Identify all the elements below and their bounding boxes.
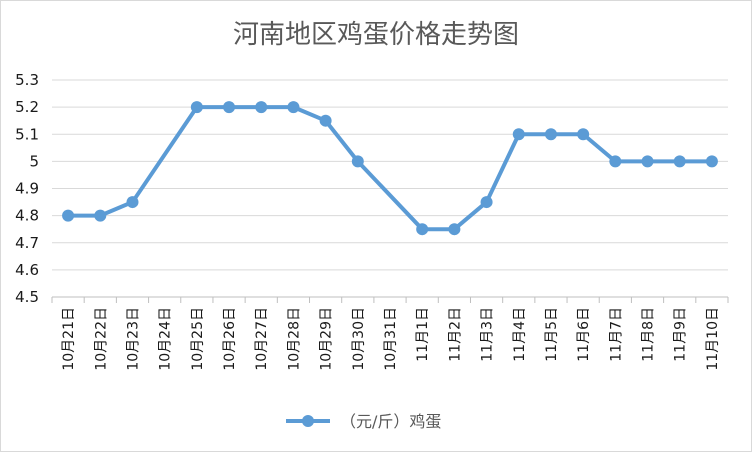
data-point [351, 155, 364, 168]
y-tick-label: 4.9 [15, 180, 39, 198]
data-point [223, 101, 236, 114]
y-tick-label: 4.8 [15, 207, 39, 225]
data-point [480, 196, 493, 209]
x-tick-label: 11月9日 [673, 307, 689, 362]
x-tick-label: 10月22日 [93, 307, 109, 371]
x-tick-label: 11月4日 [512, 307, 528, 362]
data-point [705, 155, 718, 168]
data-point [544, 128, 557, 141]
x-tick-label: 11月3日 [480, 307, 496, 362]
data-point [416, 223, 429, 236]
x-tick-label: 11月7日 [608, 307, 624, 362]
x-tick-label: 11月10日 [705, 307, 721, 371]
x-tick-label: 10月27日 [254, 307, 270, 371]
x-tick-label: 10月28日 [286, 307, 302, 371]
data-point [287, 101, 300, 114]
x-tick-label: 10月25日 [190, 307, 206, 371]
x-tick-label: 10月29日 [319, 307, 335, 371]
x-tick-label: 11月1日 [415, 307, 431, 362]
data-point [577, 128, 590, 141]
y-tick-label: 5.3 [15, 71, 39, 89]
data-point [255, 101, 268, 114]
data-point [512, 128, 525, 141]
y-tick-label: 4.5 [15, 288, 39, 306]
x-axis-tick-labels: 10月21日 10月22日 10月23日 10月24日 10月25日 10月26日 10月2… [61, 307, 721, 371]
y-tick-label: 5.1 [15, 125, 39, 143]
x-tick-label: 10月24日 [158, 307, 174, 371]
data-point [62, 209, 75, 222]
data-point [94, 209, 107, 222]
x-tick-label: 10月21日 [61, 307, 77, 371]
series-line [66, 105, 714, 232]
y-tick-label: 4.6 [15, 261, 39, 279]
data-point [673, 155, 686, 168]
data-point [319, 114, 332, 127]
x-tick-label: 11月6日 [576, 307, 592, 362]
y-tick-label: 5.2 [15, 98, 39, 116]
data-point [190, 101, 203, 114]
x-tick-label: 11月2日 [447, 307, 463, 362]
data-point [641, 155, 654, 168]
legend-point-marker [302, 415, 314, 427]
data-point [609, 155, 622, 168]
x-tick-label: 10月26日 [222, 307, 238, 371]
legend: （元/斤）鸡蛋 [286, 412, 441, 431]
data-point [126, 196, 139, 209]
x-tick-label: 10月23日 [125, 307, 141, 371]
y-tick-label: 4.7 [15, 234, 39, 252]
gridlines [51, 79, 729, 303]
y-tick-label: 5 [29, 152, 39, 170]
x-tick-label: 10月31日 [383, 307, 399, 371]
data-point [448, 223, 461, 236]
x-tick-label: 10月30日 [351, 307, 367, 371]
x-tick-label: 11月8日 [641, 307, 657, 362]
chart-title: 河南地区鸡蛋价格走势图 [233, 20, 519, 50]
legend-label: （元/斤）鸡蛋 [340, 412, 441, 431]
y-axis-tick-labels: 4.5 4.6 4.7 4.8 4.9 5 5.1 5.2 5.3 [15, 71, 39, 306]
x-tick-label: 11月5日 [544, 307, 560, 362]
series-layer [62, 101, 718, 236]
